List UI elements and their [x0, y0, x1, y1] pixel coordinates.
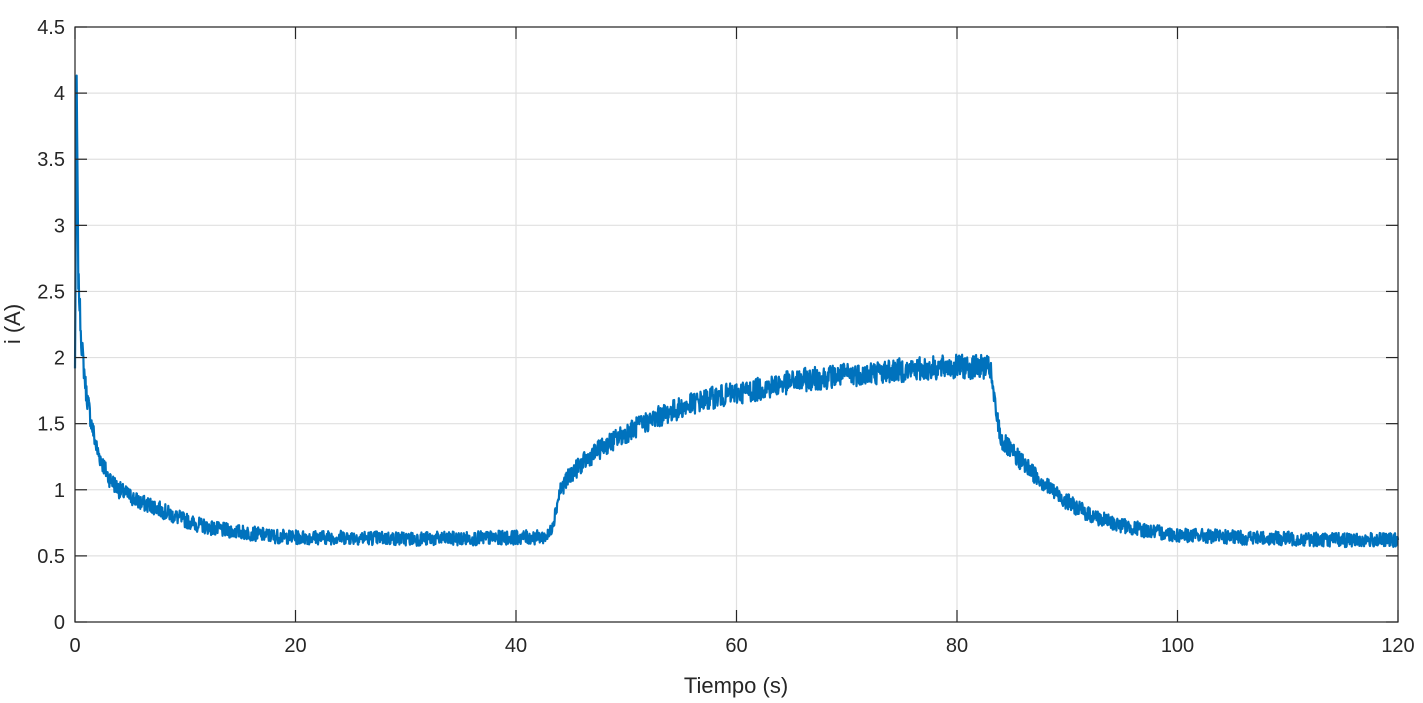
- x-tick-label-1: 20: [284, 635, 306, 657]
- y-axis-label: i (A): [0, 304, 25, 344]
- x-tick-label-3: 60: [725, 635, 747, 657]
- series-line-0: [73, 74, 1400, 549]
- y-tick-label-4: 2: [54, 348, 65, 370]
- x-tick-label-5: 100: [1161, 635, 1194, 657]
- x-tick-label-0: 0: [69, 635, 80, 657]
- y-tick-label-3: 1.5: [37, 414, 65, 436]
- y-tick-label-7: 3.5: [37, 149, 65, 171]
- x-tick-label-6: 120: [1381, 635, 1414, 657]
- x-tick-label-4: 80: [946, 635, 968, 657]
- y-tick-label-2: 1: [54, 480, 65, 502]
- series-layer: [73, 74, 1400, 549]
- y-tick-label-8: 4: [54, 83, 65, 105]
- x-tick-label-2: 40: [505, 635, 527, 657]
- y-tick-label-1: 0.5: [37, 546, 65, 568]
- y-tick-label-9: 4.5: [37, 17, 65, 39]
- y-tick-labels: 0 0.5 1 1.5 2 2.5 3 3.5 4 4.5: [37, 17, 65, 634]
- x-axis-label: Tiempo (s): [684, 673, 788, 698]
- y-tick-label-5: 2.5: [37, 281, 65, 303]
- ticks: [74, 26, 1399, 623]
- x-tick-labels: 0 20 40 60 80 100 120: [69, 635, 1414, 657]
- y-tick-label-0: 0: [54, 612, 65, 634]
- y-tick-label-6: 3: [54, 215, 65, 237]
